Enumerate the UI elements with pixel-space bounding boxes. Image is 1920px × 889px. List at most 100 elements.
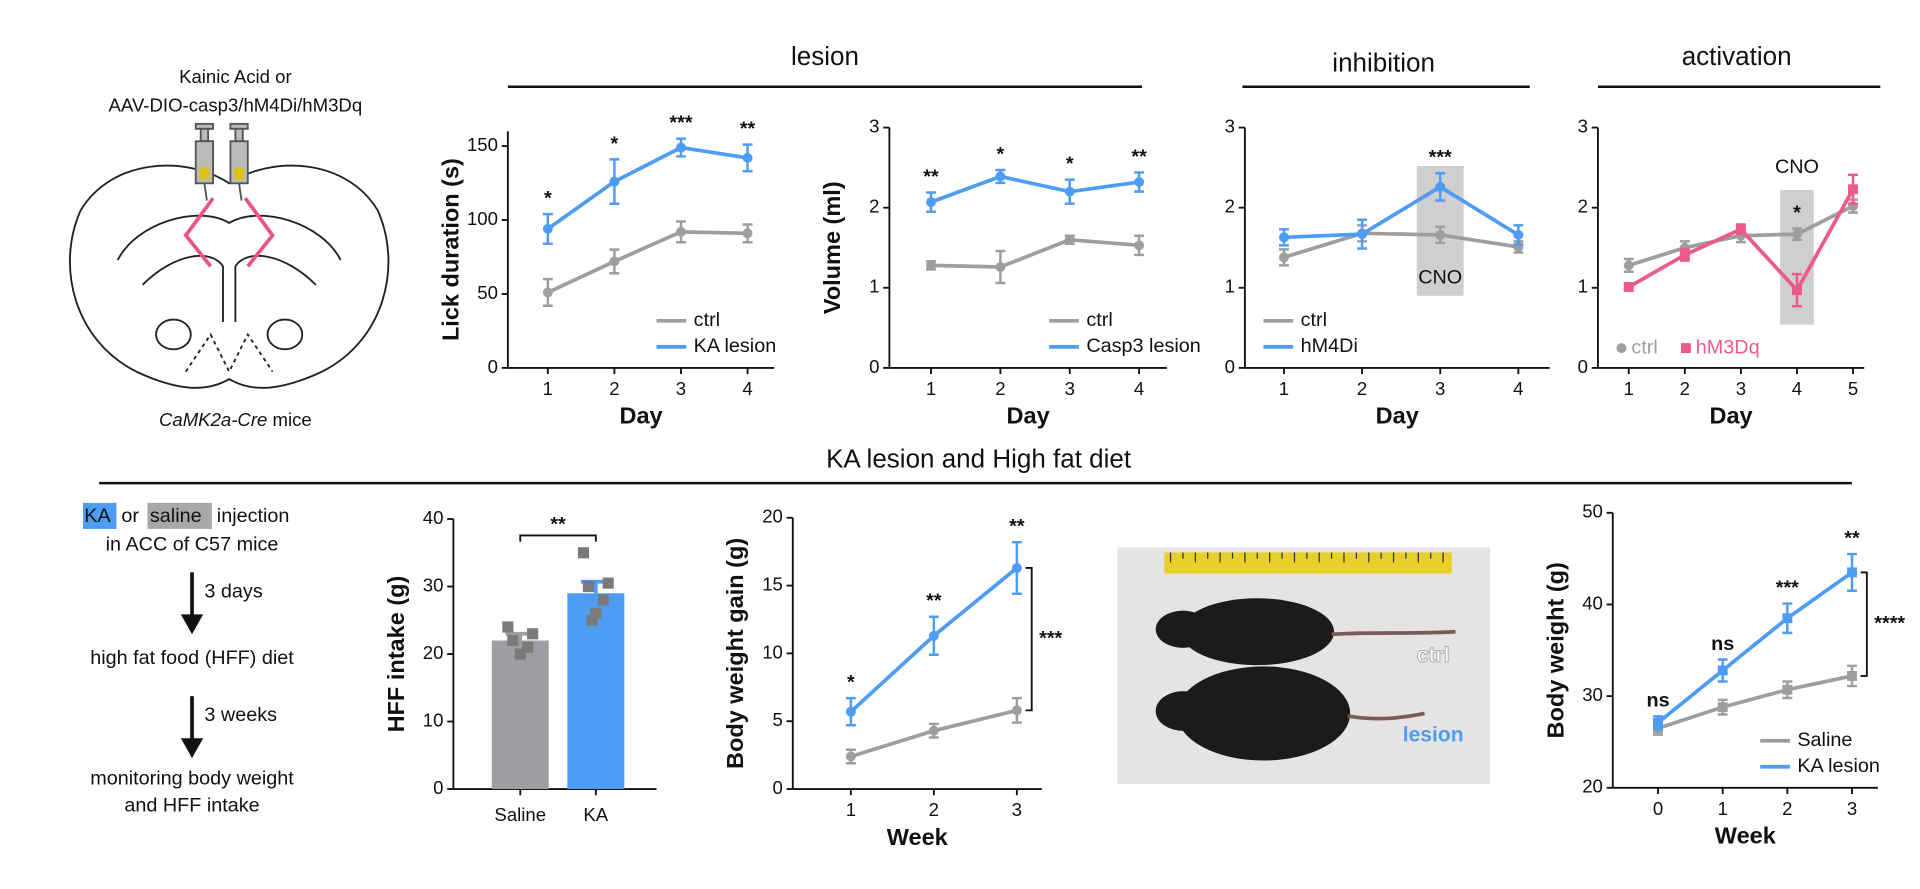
data-point xyxy=(1847,671,1857,681)
significance: * xyxy=(611,133,619,155)
y-tick-label: 3 xyxy=(1225,115,1235,136)
y-tick-label: 1 xyxy=(1225,276,1235,297)
mouse-line: CaMK2a-Cre xyxy=(159,409,267,430)
significance: * xyxy=(847,672,855,694)
data-point xyxy=(542,223,553,234)
data-point xyxy=(1623,260,1634,271)
series-line xyxy=(547,229,748,295)
data-point xyxy=(1782,613,1793,624)
x-tick-label: 5 xyxy=(1848,378,1858,399)
data-point xyxy=(1717,665,1728,676)
highlight-label: CNO xyxy=(1418,267,1462,289)
x-tick-label: 3 xyxy=(1435,378,1445,399)
data-point xyxy=(586,614,598,626)
y-tick-label: 1 xyxy=(869,276,879,297)
y-tick-label: 0 xyxy=(869,356,879,377)
legend-marker xyxy=(1680,343,1691,354)
x-tick-label: 1 xyxy=(543,378,553,399)
data-point xyxy=(1782,684,1793,695)
flow-text: saline xyxy=(150,505,202,527)
y-tick-label: 3 xyxy=(869,115,879,136)
x-tick-label: 1 xyxy=(1718,798,1728,819)
flow-text: and HFF intake xyxy=(124,795,259,817)
x-tick-label: 2 xyxy=(1782,798,1792,819)
photo-label: lesion xyxy=(1403,723,1464,746)
legend-label: ctrl xyxy=(1631,336,1657,358)
data-point xyxy=(1792,285,1802,296)
bracket xyxy=(1025,567,1033,712)
x-tick-label: Saline xyxy=(494,804,546,825)
x-tick-label: 3 xyxy=(1065,378,1075,399)
schematic-label: Kainic Acid or xyxy=(179,66,292,87)
x-tick-label: 1 xyxy=(1624,378,1634,399)
data-point xyxy=(542,287,553,298)
data-point xyxy=(1011,562,1022,573)
data-point xyxy=(1435,229,1446,240)
legend-marker xyxy=(1616,343,1627,354)
x-axis-label: Week xyxy=(887,824,949,850)
data-point xyxy=(742,152,753,163)
data-point xyxy=(1848,184,1858,195)
x-tick-label: KA xyxy=(583,804,608,825)
flow-arrow xyxy=(180,696,204,759)
data-point xyxy=(1134,177,1145,188)
y-tick-label: 10 xyxy=(762,641,783,662)
y-tick-label: 0 xyxy=(1225,356,1235,377)
y-tick-label: 30 xyxy=(423,574,444,595)
data-point xyxy=(845,706,856,717)
x-axis-label: Day xyxy=(1007,403,1050,429)
data-point xyxy=(609,176,620,187)
y-tick-label: 5 xyxy=(773,709,783,730)
significance: ** xyxy=(1844,527,1860,549)
flow-text: in ACC of C57 mice xyxy=(106,533,279,555)
significance: *** xyxy=(1776,577,1799,599)
y-axis-label: Body weight gain (g) xyxy=(722,538,748,769)
y-axis-label: Body weight (g) xyxy=(1542,562,1568,738)
y-tick-label: 20 xyxy=(423,642,444,663)
y-tick-label: 30 xyxy=(1582,684,1603,705)
data-point xyxy=(1011,705,1022,716)
x-tick-label: 1 xyxy=(846,799,856,820)
x-tick-label: 3 xyxy=(1847,798,1857,819)
data-point xyxy=(590,607,602,620)
comparison-label: ** xyxy=(550,514,566,536)
y-axis-label: Lick duration (s) xyxy=(437,158,463,341)
data-point xyxy=(1435,181,1446,192)
y-tick-label: 0 xyxy=(1578,356,1588,377)
flow-text: injection xyxy=(217,505,290,527)
significance: ns xyxy=(1646,690,1669,712)
data-point xyxy=(1134,240,1145,251)
series-line xyxy=(1657,674,1853,730)
series-line xyxy=(930,174,1140,204)
x-axis-label: Day xyxy=(1376,403,1419,429)
header: activation xyxy=(1682,41,1792,71)
header: lesion xyxy=(791,41,859,71)
data-point xyxy=(928,725,939,736)
y-tick-label: 0 xyxy=(433,777,443,798)
flow-text: 3 weeks xyxy=(204,704,277,726)
y-tick-label: 2 xyxy=(1578,196,1588,217)
bar xyxy=(491,640,549,790)
x-axis-label: Day xyxy=(619,403,662,429)
x-tick-label: 3 xyxy=(676,378,686,399)
schematic-caption: CaMK2a-Cre mice xyxy=(159,409,312,430)
data-point xyxy=(514,648,526,660)
x-tick-label: 2 xyxy=(1357,378,1367,399)
data-point xyxy=(609,256,620,267)
brain-outline xyxy=(69,164,390,389)
significance: ** xyxy=(926,590,942,612)
x-tick-label: 0 xyxy=(1653,798,1663,819)
significance: * xyxy=(1793,202,1801,224)
significance: ** xyxy=(923,166,939,188)
y-axis-label: Volume (ml) xyxy=(819,181,845,314)
flow-text: monitoring body weight xyxy=(90,767,294,789)
flow-text: 3 days xyxy=(204,580,262,602)
flow-arrow xyxy=(180,572,204,635)
legend-label: KA lesion xyxy=(1797,755,1880,777)
data-point xyxy=(995,262,1006,272)
series-line xyxy=(930,237,1140,269)
data-point xyxy=(1735,224,1746,235)
x-tick-label: 1 xyxy=(926,378,936,399)
comparison-bracket xyxy=(519,534,597,542)
